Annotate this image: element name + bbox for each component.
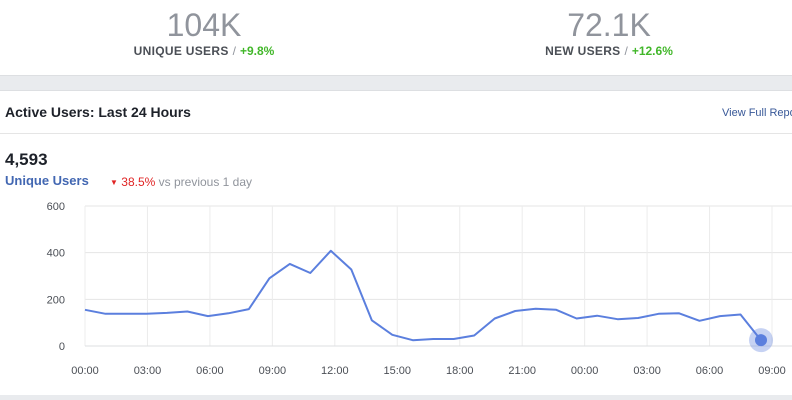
stat-new-users: 72.1K NEW USERS / +12.6% — [459, 6, 759, 58]
hover-point[interactable] — [755, 334, 767, 347]
stats-summary: 104K UNIQUE USERS / +9.8% 72.1K NEW USERS /… — [0, 0, 792, 76]
stat-separator: / — [232, 44, 236, 58]
x-tick-label: 15:00 — [384, 365, 412, 377]
card-bottom-gap — [0, 395, 792, 400]
stat-separator: / — [624, 44, 628, 58]
card-header: Active Users: Last 24 Hours View Full Re… — [0, 91, 792, 134]
x-tick-label: 12:00 — [321, 365, 349, 377]
stat-label: UNIQUE USERS — [133, 44, 229, 58]
x-tick-label: 03:00 — [633, 365, 661, 377]
x-tick-label: 09:00 — [758, 365, 786, 377]
stat-change: +9.8% — [239, 44, 275, 58]
down-triangle-icon: ▼ — [110, 178, 118, 187]
series-line — [84, 249, 762, 342]
y-tick-label: 0 — [59, 341, 65, 353]
stat-value: 104K — [166, 7, 242, 43]
x-tick-label: 06:00 — [196, 365, 224, 377]
y-tick-label: 400 — [47, 248, 65, 260]
stat-change: +12.6% — [631, 44, 673, 58]
delta-text: vs previous 1 day — [158, 175, 253, 189]
delta-percent: 38.5% — [121, 175, 156, 189]
stat-unique-users: 104K UNIQUE USERS / +9.8% — [54, 6, 354, 58]
x-tick-label: 06:00 — [696, 365, 724, 377]
stat-label: NEW USERS — [545, 44, 621, 58]
x-tick-label: 00:00 — [71, 365, 99, 377]
x-tick-label: 03:00 — [134, 365, 162, 377]
summary-value: 4,593 — [5, 150, 48, 169]
x-tick-label: 18:00 — [446, 365, 474, 377]
delta-indicator: ▼ 38.5% vs previous 1 day — [110, 175, 252, 189]
card-title: Active Users: Last 24 Hours — [5, 104, 191, 120]
x-tick-label: 21:00 — [508, 365, 536, 377]
y-tick-label: 200 — [47, 294, 65, 306]
y-tick-label: 600 — [47, 201, 65, 213]
active-users-card: Active Users: Last 24 Hours View Full Re… — [0, 90, 792, 400]
metric-selector[interactable]: Unique Users — [5, 173, 89, 188]
view-full-report-link[interactable]: View Full Report — [722, 107, 792, 119]
x-tick-label: 09:00 — [259, 365, 287, 377]
stat-caption: UNIQUE USERS / +9.8% — [54, 44, 354, 58]
stat-caption: NEW USERS / +12.6% — [459, 44, 759, 58]
stat-value: 72.1K — [567, 7, 651, 43]
x-tick-label: 00:00 — [571, 365, 599, 377]
